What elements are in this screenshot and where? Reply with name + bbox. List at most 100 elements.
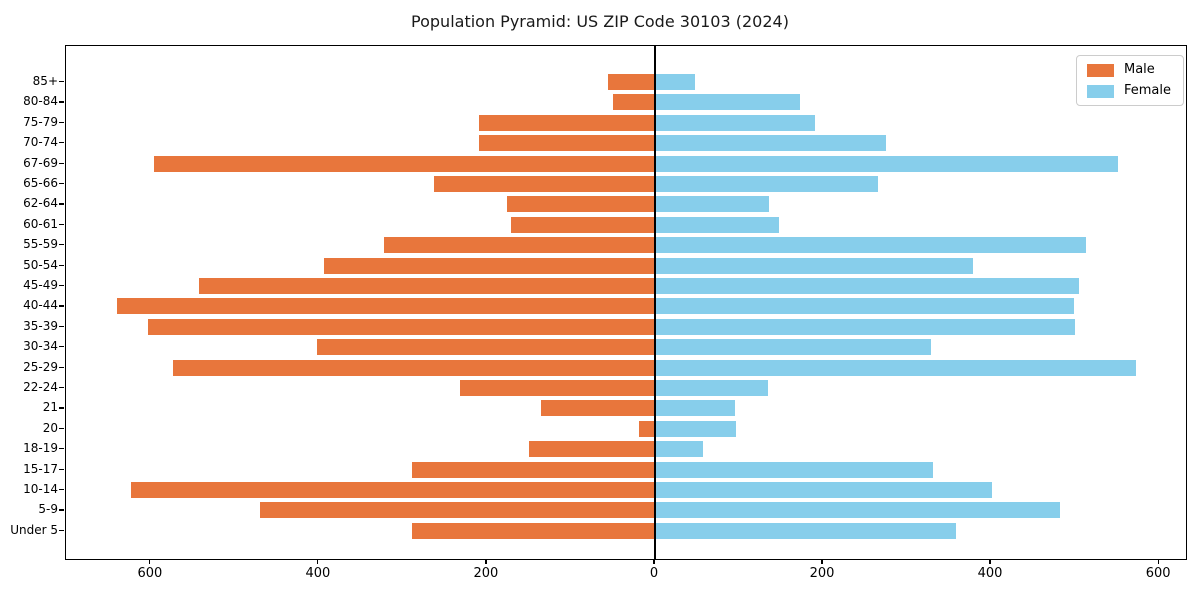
bar-female-18-19 (654, 441, 703, 458)
legend-item-female: Female (1086, 83, 1171, 98)
y-tick-label-40-44: 40-44 (23, 298, 58, 313)
bar-male-under-5 (412, 522, 655, 539)
bar-male-75-79 (479, 114, 655, 131)
bar-female-40-44 (654, 298, 1075, 315)
y-tick-22-24 (59, 387, 64, 389)
legend-female-swatch (1086, 84, 1114, 98)
x-tick-label-3: 0 (649, 566, 659, 581)
y-tick-5-9 (59, 509, 64, 511)
bar-female-45-49 (654, 278, 1080, 294)
y-tick-40-44 (59, 305, 64, 307)
x-tick-5 (989, 559, 991, 564)
legend-male-swatch (1086, 63, 1114, 77)
bar-female-25-29 (654, 359, 1137, 376)
bar-female-70-74 (654, 135, 887, 152)
y-tick-75-79 (59, 121, 64, 123)
y-tick-label-30-34: 30-34 (23, 339, 58, 354)
bar-male-45-49 (198, 278, 655, 294)
y-tick-label-20: 20 (42, 420, 58, 435)
bar-male-15-17 (412, 461, 655, 478)
x-tick-6 (1157, 559, 1159, 564)
x-tick-2 (485, 559, 487, 564)
x-tick-4 (821, 559, 823, 564)
y-tick-label-65-66: 65-66 (23, 176, 58, 190)
bar-female-65-66 (654, 176, 879, 192)
y-tick-30-34 (59, 346, 64, 348)
y-tick-85 (59, 81, 64, 83)
plot-area (65, 45, 1187, 560)
y-tick-10-14 (59, 489, 64, 491)
y-tick-label-18-19: 18-19 (23, 441, 58, 456)
bar-female-55-59 (654, 237, 1086, 254)
y-tick-67-69 (59, 162, 64, 164)
bar-male-35-39 (147, 318, 655, 335)
y-tick-35-39 (59, 325, 64, 327)
bar-female-under-5 (654, 522, 956, 539)
bar-female-10-14 (654, 482, 992, 498)
bar-male-20 (639, 420, 655, 437)
bar-female-85 (654, 74, 696, 90)
bar-female-30-34 (654, 339, 931, 356)
bar-male-30-34 (317, 339, 655, 356)
y-tick-label-60-61: 60-61 (23, 216, 58, 231)
y-tick-label-85: 85+ (32, 74, 58, 88)
x-tick-3 (653, 559, 655, 564)
x-tick-label-2: 200 (473, 566, 499, 581)
x-tick-1 (317, 559, 319, 564)
y-tick-18-19 (59, 448, 64, 450)
x-tick-0 (149, 559, 151, 564)
bar-male-25-29 (172, 359, 655, 376)
y-tick-45-49 (59, 285, 64, 287)
bar-male-80-84 (612, 94, 655, 111)
bar-female-15-17 (654, 461, 934, 478)
legend-male-label: Male (1123, 62, 1155, 77)
y-tick-label-22-24: 22-24 (23, 380, 58, 394)
y-tick-label-50-54: 50-54 (23, 257, 58, 272)
y-tick-25-29 (59, 366, 64, 368)
bar-male-5-9 (260, 502, 655, 519)
bar-male-22-24 (460, 380, 655, 396)
bar-female-35-39 (654, 318, 1076, 335)
bar-male-18-19 (528, 441, 655, 458)
y-tick-55-59 (59, 244, 64, 246)
y-tick-21 (59, 407, 64, 409)
legend-female-label: Female (1123, 83, 1171, 98)
y-tick-label-80-84: 80-84 (23, 94, 58, 109)
y-tick-50-54 (59, 264, 64, 266)
y-tick-label-45-49: 45-49 (23, 278, 58, 292)
bar-male-70-74 (478, 135, 655, 152)
y-tick-60-61 (59, 223, 64, 225)
x-tick-label-4: 200 (809, 566, 835, 581)
legend: Male Female (1075, 55, 1184, 106)
y-tick-label-15-17: 15-17 (23, 461, 58, 476)
bar-male-62-64 (507, 196, 655, 213)
bar-male-67-69 (154, 155, 655, 172)
y-tick-label-21: 21 (42, 400, 58, 415)
legend-item-male: Male (1086, 62, 1171, 77)
bar-male-85 (607, 74, 655, 90)
y-tick-80-84 (59, 101, 64, 103)
bar-male-65-66 (434, 176, 655, 192)
chart-title: Population Pyramid: US ZIP Code 30103 (2… (411, 12, 789, 31)
bar-male-40-44 (117, 298, 655, 315)
x-tick-label-6: 600 (1145, 566, 1171, 581)
y-tick-label-10-14: 10-14 (23, 482, 58, 496)
bar-male-21 (540, 400, 655, 417)
y-tick-label-25-29: 25-29 (23, 359, 58, 374)
y-tick-label-62-64: 62-64 (23, 196, 58, 211)
bar-female-20 (654, 420, 736, 437)
bar-male-60-61 (511, 216, 655, 233)
bar-female-75-79 (654, 114, 815, 131)
center-axis-line (654, 46, 656, 559)
y-tick-label-70-74: 70-74 (23, 135, 58, 150)
y-tick-label-75-79: 75-79 (23, 114, 58, 129)
y-tick-under-5 (59, 529, 64, 531)
bar-female-22-24 (654, 380, 769, 396)
bar-female-67-69 (654, 155, 1118, 172)
y-tick-15-17 (59, 468, 64, 470)
bar-female-50-54 (654, 257, 974, 274)
y-tick-20 (59, 427, 64, 429)
bar-female-5-9 (654, 502, 1060, 519)
y-tick-label-35-39: 35-39 (23, 318, 58, 333)
